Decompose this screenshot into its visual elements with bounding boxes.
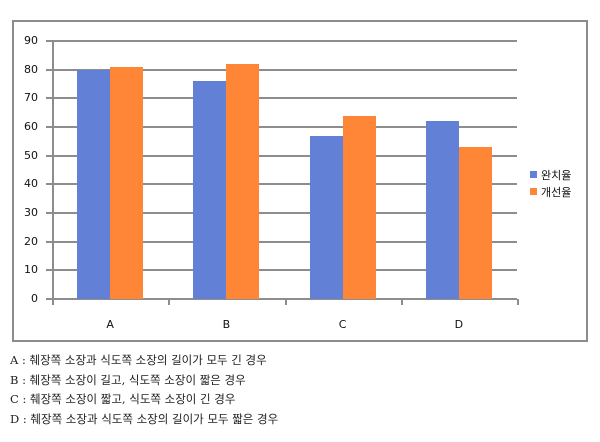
y-tick bbox=[46, 40, 53, 42]
y-tick-label: 30 bbox=[24, 206, 38, 219]
legend-label: 완치율 bbox=[541, 168, 572, 182]
gridline bbox=[52, 154, 517, 157]
note-b: B : 췌장쪽 소장이 길고, 식도쪽 소장이 짧은 경우 bbox=[10, 372, 246, 387]
y-tick bbox=[46, 68, 53, 71]
gridline bbox=[52, 97, 517, 100]
bar-C-cure-rate bbox=[309, 135, 343, 299]
y-tick-label: 90 bbox=[24, 34, 38, 47]
gridline bbox=[52, 40, 517, 42]
bar-D-cure-rate bbox=[425, 121, 459, 299]
x-tick-label: C bbox=[338, 318, 347, 331]
bar-A-improvement-rate bbox=[110, 66, 143, 299]
x-tick-label: A bbox=[106, 318, 114, 331]
bar-D-improvement-rate bbox=[458, 147, 492, 299]
note-a: A : 췌장쪽 소장과 식도쪽 소장의 길이가 모두 긴 경우 bbox=[10, 353, 267, 367]
y-tick-label: 10 bbox=[24, 263, 38, 277]
legend-item-cure-rate: 완치율 bbox=[530, 166, 571, 183]
category-notes: A : 췌장쪽 소장과 식도쪽 소장의 길이가 모두 긴 경우 B : 췌장쪽 … bbox=[10, 351, 278, 429]
gridline bbox=[52, 183, 517, 186]
chart-frame bbox=[12, 20, 588, 342]
y-tick bbox=[46, 212, 53, 214]
bar-A-cure-rate bbox=[77, 69, 110, 299]
gridline bbox=[52, 269, 517, 272]
x-tick bbox=[284, 299, 287, 305]
x-tick-label: D bbox=[454, 318, 464, 331]
legend: 완치율 개선율 bbox=[530, 166, 571, 200]
y-tick-label: 20 bbox=[24, 234, 38, 248]
y-tick-label: 70 bbox=[24, 91, 38, 105]
y-tick bbox=[46, 154, 53, 157]
legend-swatch-orange bbox=[530, 188, 537, 195]
gridline bbox=[52, 126, 517, 128]
bar-B-cure-rate bbox=[193, 81, 227, 299]
y-tick-label: 80 bbox=[24, 62, 38, 76]
x-tick bbox=[400, 299, 403, 305]
gridline bbox=[52, 240, 517, 243]
y-tick-label: 50 bbox=[24, 148, 38, 162]
x-tick-label: B bbox=[222, 318, 231, 331]
y-tick-label: 40 bbox=[24, 177, 38, 191]
gridline bbox=[52, 212, 517, 214]
y-tick-label: 60 bbox=[24, 120, 38, 133]
note-d: D : 췌장쪽 소장과 식도쪽 소장의 길이가 모두 짧은 경우 bbox=[10, 411, 279, 426]
x-tick bbox=[168, 299, 171, 305]
bar-B-improvement-rate bbox=[226, 63, 260, 299]
y-tick bbox=[46, 298, 53, 300]
gridline bbox=[52, 68, 517, 71]
y-tick bbox=[46, 183, 53, 186]
legend-item-improvement-rate: 개선율 bbox=[530, 183, 571, 200]
y-tick bbox=[46, 269, 53, 272]
y-tick-label: 0 bbox=[31, 292, 38, 305]
y-tick bbox=[46, 97, 53, 100]
legend-swatch-blue bbox=[530, 171, 537, 178]
y-tick bbox=[46, 240, 53, 243]
bar-C-improvement-rate bbox=[342, 115, 376, 299]
x-tick bbox=[517, 299, 519, 305]
note-c: C : 췌장쪽 소장이 짧고, 식도쪽 소장이 긴 경우 bbox=[10, 392, 236, 406]
legend-label: 개선율 bbox=[541, 185, 572, 199]
y-axis bbox=[52, 41, 54, 301]
x-tick bbox=[52, 299, 54, 305]
y-tick bbox=[46, 126, 53, 128]
